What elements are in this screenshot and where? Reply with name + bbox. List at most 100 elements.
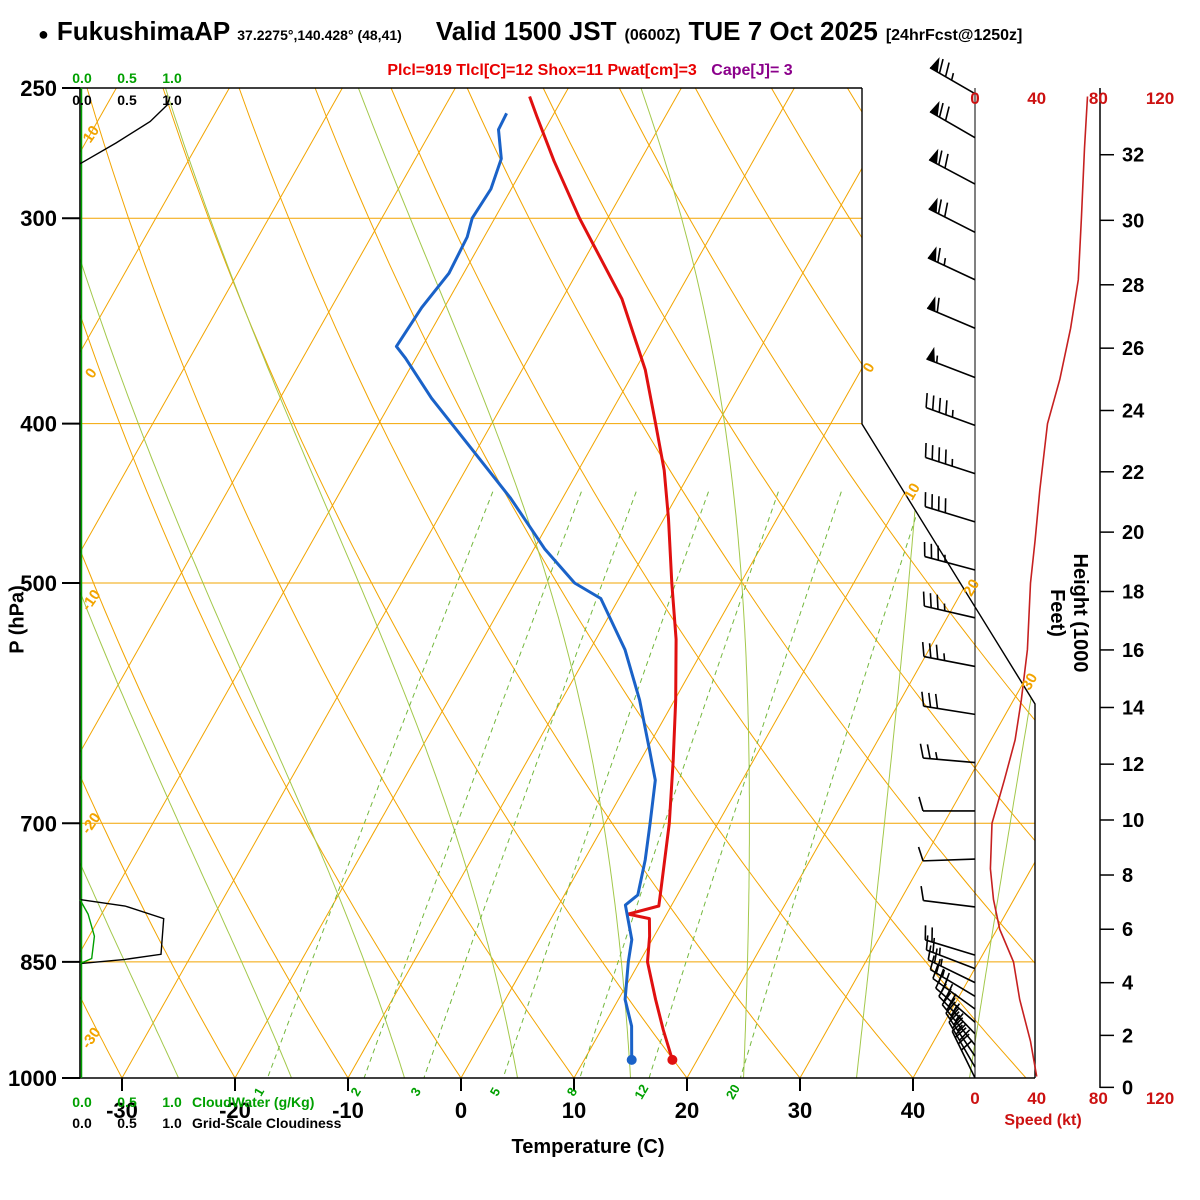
station-bullet-icon: ● [38,24,49,44]
wind-barb [921,641,976,668]
moist-adiabat-line [80,88,416,1078]
mixing-ratio-line [637,491,842,1078]
cloudiness-profile-lower [79,898,165,965]
forecast-lead: [24hrFcst@1250z] [885,27,1023,44]
wind-barb [924,492,976,523]
temperature-surface-dot [667,1054,678,1065]
cloudwater-scale-05b: 0.5 [117,1094,137,1110]
dry-adiabat-line [390,88,1035,1078]
height-tick-label: 4 [1122,973,1134,995]
height-tick-label: 12 [1122,754,1144,776]
cloudwater-scale-1b: 1.0 [162,1094,182,1110]
wind-barb [926,296,976,330]
pressure-axis-title: P (hPa) [6,585,29,654]
speed-tick-label-top: 80 [1089,89,1108,108]
cloudiness-scale-0: 0.0 [72,92,92,108]
mixing-ratio-label: 8 [564,1085,581,1099]
mixing-ratio-line [490,491,709,1078]
station-coords: 37.2275°,140.428° (48,41) [237,27,402,43]
indices-cape: Cape[J]= 3 [711,62,793,79]
isotherm-line [80,88,230,1078]
speed-tick-label-bottom: 0 [970,1089,979,1108]
temperature-tick-label: 20 [675,1098,699,1123]
valid-utc: (0600Z) [624,27,681,44]
height-tick-label: 22 [1122,462,1144,484]
dry-adiabat-line [80,88,371,1078]
isotherm-label: 30 [1018,670,1041,693]
pressure-tick-label: 300 [20,206,57,231]
wind-barb [924,442,976,475]
moist-adiabat-line [963,88,1035,1078]
wind-barb [923,541,976,571]
temperature-tick-label: 40 [901,1098,925,1123]
dry-adiabat-line [80,88,256,1078]
speed-tick-label-bottom: 40 [1027,1089,1046,1108]
wind-barb [918,796,975,812]
wind-barb [927,945,976,984]
speed-tick-label-top: 0 [970,89,979,108]
dry-adiabat-line [238,88,829,1078]
wind-barb [920,886,976,908]
wind-barbs [917,57,976,1079]
isotherm-line [799,88,1035,1078]
stability-indices: Plcl=919 Tlcl[C]=12 Shox=11 Pwat[cm]=3 C… [387,62,792,80]
dry-adiabat-line [466,88,1035,1078]
cloudwater-profile [79,899,96,965]
mixing-ratio-line [411,491,637,1078]
temperature-tick-label: -20 [219,1098,251,1123]
wind-barb [919,743,976,764]
mixing-ratio-line [729,491,925,1078]
wind-barb [929,101,976,139]
height-tick-label: 18 [1122,581,1144,603]
wind-barb [928,197,976,234]
mixing-ratio-line [351,491,582,1078]
dry-adiabat-line [314,88,944,1078]
speed-tick-label-bottom: 120 [1146,1089,1174,1108]
moist-adiabat-line [165,88,525,1078]
cloudwater-scale-05: 0.5 [117,70,137,86]
height-tick-label: 30 [1122,210,1144,232]
height-tick-label: 16 [1122,640,1144,662]
wind-barb [929,57,976,95]
cloudwater-scale-1: 1.0 [162,70,182,86]
cloudiness-scale-1b: 1.0 [162,1115,182,1131]
pressure-tick-label: 700 [20,811,57,836]
height-axis-title: Height (1000 Feet) [1046,553,1091,673]
temperature-curve [528,95,678,1061]
pressure-tick-label: 500 [20,571,57,596]
dry-adiabat-label: 10 [80,123,103,146]
isotherm-line [80,88,343,1078]
height-tick-label: 6 [1122,919,1133,941]
pressure-tick-label: 850 [20,950,57,975]
mixing-ratio-label: 2 [347,1085,364,1099]
dry-adiabat-line [80,88,142,1078]
dewpoint-surface-dot [626,1054,637,1065]
temperature-tick-label: 0 [455,1098,467,1123]
mixing-ratio-line [253,491,494,1078]
wind-barb [921,691,976,716]
moist-adiabat-line [80,88,307,1078]
pressure-tick-label: 1000 [8,1066,57,1091]
dry-adiabat-label: 0 [82,365,101,382]
chart-title: ● FukushimaAP 37.2275°,140.428° (48,41) … [38,16,1022,47]
temperature-axis-title: Temperature (C) [511,1136,665,1158]
wind-barb [925,393,976,427]
isotherm-line [912,88,1035,1078]
wind-barb [929,955,976,998]
moist-adiabat-line [357,88,634,1078]
cloudwater-scale-0: 0.0 [72,70,92,86]
pressure-tick-label: 400 [20,412,57,437]
wind-barb [917,846,976,862]
dry-adiabat-line [86,88,600,1078]
height-tick-label: 2 [1122,1025,1133,1047]
dry-adiabat-line [162,88,715,1078]
wind-speed-curve [989,96,1089,1077]
wind-barb [928,148,976,185]
height-tick-label: 32 [1122,145,1144,167]
height-tick-label: 28 [1122,275,1144,297]
cloudiness-scale-05b: 0.5 [117,1115,137,1131]
valid-date: TUE 7 Oct 2025 [688,16,878,46]
cloudiness-legend: Grid-Scale Cloudiness [192,1115,342,1131]
